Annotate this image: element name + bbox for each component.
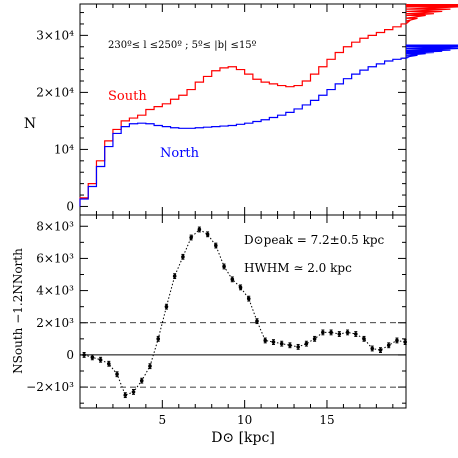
north-series-label: North [160,146,200,161]
sky-region-annotation: 230º≤ l ≤250º ; 5º≤ |b| ≤15º [108,40,257,51]
data-point [230,277,235,282]
bottom-y-tick-label: 0 [66,348,74,362]
data-point [362,337,366,341]
data-point [98,357,103,362]
data-point [90,355,95,360]
top-panel: 0 10⁴ 2×10⁴ 3×10⁴ N 230º≤ l ≤250º ; 5º≤ |b|… [24,3,458,216]
data-point [263,338,268,343]
bottom-x-tick-labels: 5 10 15 [159,413,335,427]
bottom-y-tick-label: 4×10³ [36,284,74,298]
data-point [321,330,325,335]
data-point [304,341,309,346]
data-point [353,332,358,336]
top-y-tick-label: 0 [66,199,74,213]
top-y-tick-label: 2×10⁴ [36,85,74,99]
data-point [214,243,218,248]
bottom-panel-frame [79,214,407,409]
data-point [378,348,383,352]
hwhm-annotation: HWHM ≃ 2.0 kpc [244,261,352,275]
data-point [337,332,342,336]
bottom-panel-ticks [80,215,406,408]
data-point [345,330,350,335]
data-point [205,232,210,237]
data-point [312,337,317,341]
bottom-x-tick-label: 15 [319,413,334,427]
bottom-x-axis-label: D⊙ [kpc] [211,430,275,446]
data-point [246,296,251,301]
data-point [172,274,177,278]
data-point [288,343,292,348]
data-point [296,345,300,349]
data-point [156,337,161,341]
data-point [82,353,86,357]
data-point [238,285,243,290]
data-point [107,361,111,366]
bottom-y-tick-label: 2×10³ [36,316,74,330]
top-panel-ticks [80,4,406,215]
top-y-tick-labels: 0 10⁴ 2×10⁴ 3×10⁴ [36,28,74,213]
top-panel-series [79,3,458,207]
data-point [189,235,193,240]
bottom-x-tick-label: 5 [159,413,167,427]
bottom-y-tick-label: −2×10³ [26,380,74,394]
bottom-x-tick-label: 10 [237,413,252,427]
data-point [131,390,136,394]
data-point [164,304,169,309]
data-point [181,255,185,259]
data-point [395,338,399,343]
south-histogram [79,3,458,207]
data-point [148,364,152,368]
data-point [403,340,407,344]
data-point [139,378,144,383]
data-point [279,341,284,346]
data-point [329,330,333,335]
south-series-label: South [108,89,147,104]
bottom-y-tick-label: 8×10³ [36,219,74,233]
data-point [222,264,226,269]
data-point [370,346,375,351]
data-point [115,372,119,377]
data-point [271,340,276,344]
bottom-y-axis-label: NSouth −1.2NNorth [11,248,25,374]
bottom-panel-reference-lines [80,322,406,388]
peak-distance-annotation: D⊙peak = 7.2±0.5 kpc [244,233,385,247]
data-point [255,319,259,323]
top-y-tick-label: 3×10⁴ [36,28,74,42]
data-point [123,393,128,397]
bottom-data-points [82,226,407,399]
data-point [386,343,391,348]
bottom-y-tick-labels: −2×10³ 0 2×10³ 4×10³ 6×10³ 8×10³ [26,219,74,394]
data-point [197,227,202,232]
bottom-panel: −2×10³ 0 2×10³ 4×10³ 6×10³ 8×10³ 5 10 15 D⊙peak… [11,214,407,446]
top-panel-frame [79,3,407,216]
top-y-axis-label: N [24,116,36,132]
north-histogram [79,44,458,207]
bottom-y-tick-label: 6×10³ [36,251,74,265]
bottom-dotted-curve [83,228,406,396]
top-y-tick-label: 10⁴ [54,142,74,156]
